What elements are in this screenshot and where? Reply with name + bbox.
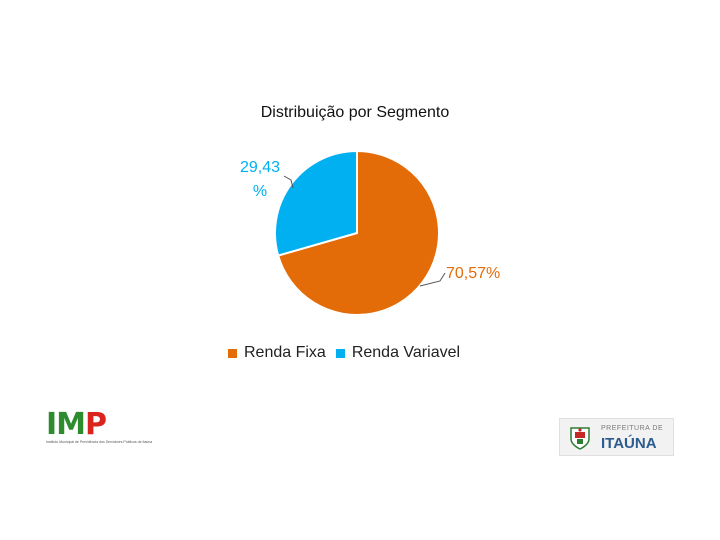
imp-logo-letters: IMP: [46, 407, 107, 442]
chart-title: Distribuição por Segmento: [260, 104, 450, 121]
legend-item-renda-fixa: Renda Fixa: [228, 344, 326, 362]
legend: Renda Fixa Renda Variavel: [228, 344, 460, 362]
prefeitura-line1: PREFEITURA DE: [601, 425, 664, 432]
data-label-renda-variavel-unit: %: [253, 183, 267, 200]
imp-logo: IMP Instituto Municipal de Previdência d…: [46, 407, 153, 454]
pie-slice-renda-fixa: [276, 149, 440, 316]
legend-item-renda-variavel: Renda Variavel: [335, 344, 461, 362]
leader-line-renda-fixa: [419, 272, 446, 287]
legend-swatch-renda-variavel: [335, 348, 345, 358]
data-label-renda-variavel: 29,43: [240, 159, 280, 176]
legend-label-renda-variavel: Renda Variavel: [351, 344, 461, 361]
city-crest-icon: [570, 427, 590, 450]
prefeitura-line2: ITAÚNA: [601, 435, 657, 452]
legend-swatch-renda-fixa: [228, 348, 237, 358]
prefeitura-logo: PREFEITURA DE ITAÚNA: [559, 418, 674, 456]
pie-slices: [274, 149, 440, 316]
data-label-renda-fixa: 70,57%: [446, 265, 500, 282]
leader-line-renda-variavel: [283, 175, 294, 189]
imp-logo-subtitle: Instituto Municipal de Previdência dos S…: [46, 440, 153, 444]
legend-label-renda-fixa: Renda Fixa: [244, 344, 326, 361]
